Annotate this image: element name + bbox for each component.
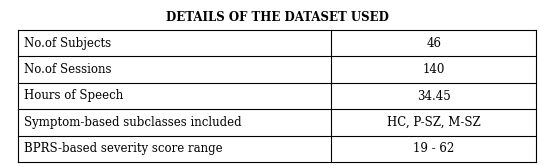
Text: Hours of Speech: Hours of Speech bbox=[24, 89, 123, 102]
Text: HC, P-SZ, M-SZ: HC, P-SZ, M-SZ bbox=[387, 116, 480, 129]
Text: 140: 140 bbox=[423, 63, 445, 76]
Text: 46: 46 bbox=[426, 37, 441, 50]
Text: Symptom-based subclasses included: Symptom-based subclasses included bbox=[24, 116, 242, 129]
Text: BPRS-based severity score range: BPRS-based severity score range bbox=[24, 142, 223, 155]
Text: No.of Subjects: No.of Subjects bbox=[24, 37, 111, 50]
Text: DETAILS OF THE DATASET USED: DETAILS OF THE DATASET USED bbox=[166, 11, 388, 24]
Text: 19 - 62: 19 - 62 bbox=[413, 142, 454, 155]
Text: 34.45: 34.45 bbox=[417, 89, 450, 102]
Text: No.of Sessions: No.of Sessions bbox=[24, 63, 111, 76]
